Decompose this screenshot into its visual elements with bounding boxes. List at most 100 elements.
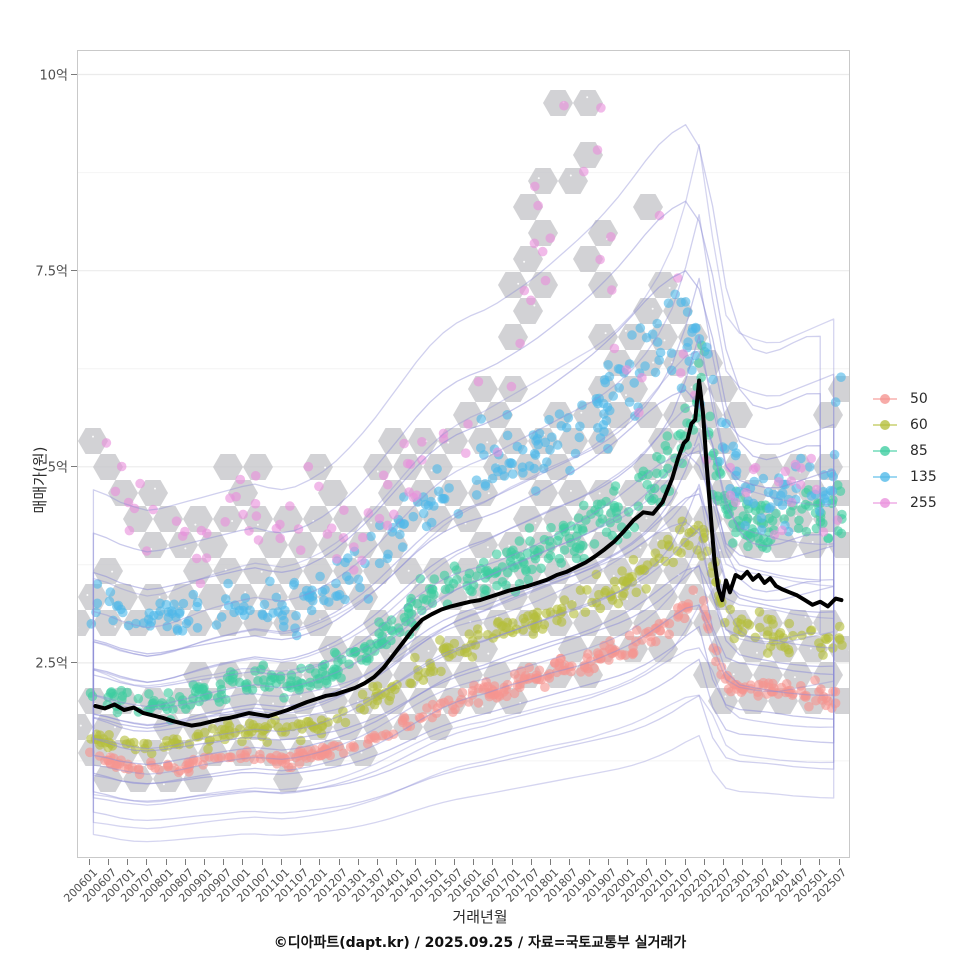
data-point [627,649,638,660]
legend-item-50[interactable]: 50 [872,386,937,412]
data-point [245,605,255,616]
data-point [123,497,134,508]
data-point [621,365,632,375]
data-point [820,490,831,500]
hexbin-speck [811,541,814,543]
x-tick-mark [800,859,801,865]
hexbin-cell [828,376,849,402]
x-tick-mark [473,859,475,865]
density-contour [92,143,835,803]
data-point [566,666,576,677]
hexbin-speck [663,339,666,342]
data-point [654,355,664,366]
hexbin-cell [93,454,123,480]
data-point [384,695,394,706]
data-point [203,744,213,754]
data-point [554,409,565,419]
legend-item-135[interactable]: 135 [872,464,937,490]
data-point [386,683,396,693]
hexbin-speck [326,646,329,649]
hexbin-speck [427,649,430,652]
data-point [92,579,103,589]
data-point [438,428,449,439]
data-point [444,643,454,653]
data-point [124,525,135,536]
data-point [546,522,556,533]
data-point [595,603,606,614]
data-point [433,486,444,497]
data-point [285,751,296,762]
data-point [513,674,524,684]
x-tick-mark [434,859,436,865]
hexbin-cell [258,688,288,714]
x-tick-mark [396,859,398,865]
data-point [502,567,513,578]
data-point [540,275,551,286]
data-point [265,753,276,764]
data-point [444,483,454,493]
legend-item-60[interactable]: 60 [872,412,937,438]
legend-key-135 [872,464,898,490]
hexbin-cell [633,298,663,324]
hexbin-speck [256,523,259,526]
data-point [427,584,437,594]
data-point [830,698,841,708]
data-point [764,503,774,514]
data-point [574,432,585,443]
data-point [611,507,622,517]
x-tick-mark [88,859,90,865]
data-point [478,557,489,568]
hexbin-cell [468,376,498,402]
data-point [631,587,642,598]
data-point [341,571,352,582]
y-tick-label: 5억 [47,460,68,476]
data-point [663,298,674,308]
data-point [505,552,516,562]
data-point [472,624,483,634]
data-point [225,667,236,677]
x-tick-mark [338,859,340,865]
legend-item-255[interactable]: 255 [872,490,937,516]
data-point [738,511,749,521]
hexbin-speck [324,466,327,469]
data-point [758,473,769,484]
data-point [349,742,360,753]
legend-item-85[interactable]: 85 [872,438,937,464]
data-point [559,100,569,111]
data-point [670,289,680,300]
data-point [600,587,610,598]
data-point [91,729,102,740]
data-point [157,698,167,708]
data-point [589,539,600,549]
density-contour [92,124,821,726]
data-point [294,758,305,769]
data-point [172,624,182,634]
data-point [608,391,618,401]
data-point [794,515,804,526]
data-point [544,414,554,425]
data-point [693,520,704,531]
data-point [530,450,541,460]
data-point [688,585,698,595]
data-point [484,568,495,578]
hexbin-cell [183,506,213,532]
data-point [652,318,662,329]
x-tick-mark [646,859,648,865]
hexbin-cell [528,584,558,610]
data-point [524,662,534,673]
hexbin-cell [78,610,93,636]
data-point [242,685,252,695]
data-point [515,338,525,349]
data-point [375,520,385,531]
data-point [491,549,502,559]
hexbin-speck [580,411,583,414]
data-point [524,461,535,471]
data-point [185,700,196,710]
data-point [744,620,755,630]
data-point [743,496,753,506]
data-point [302,591,313,601]
data-point [784,687,794,698]
data-point [523,574,534,585]
legend-key-60 [872,412,898,438]
hexbin-speck [407,569,410,572]
